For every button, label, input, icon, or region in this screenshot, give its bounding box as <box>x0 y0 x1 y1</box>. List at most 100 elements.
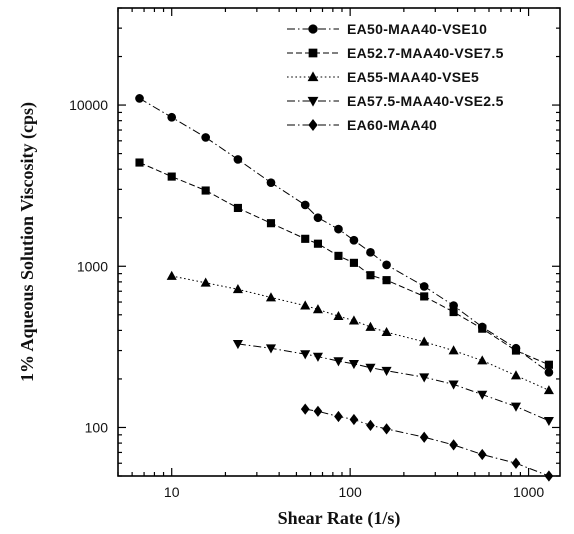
data-point <box>232 340 243 350</box>
x-axis-title: Shear Rate (1/s) <box>278 508 401 529</box>
series-3 <box>166 270 554 395</box>
data-point <box>544 360 553 369</box>
data-point <box>544 367 554 377</box>
data-point <box>334 410 343 423</box>
data-point <box>167 112 177 122</box>
x-tick-label: 10 <box>164 484 180 500</box>
data-point <box>510 370 522 380</box>
data-point <box>543 385 554 395</box>
legend-marker <box>307 71 319 82</box>
data-point <box>313 239 323 248</box>
data-point <box>366 419 375 432</box>
data-point <box>419 431 429 443</box>
data-point <box>448 345 459 355</box>
data-point <box>167 172 176 181</box>
data-point <box>349 258 358 267</box>
data-point <box>348 360 359 370</box>
data-point <box>266 178 276 188</box>
x-tick-label: 1000 <box>513 484 544 500</box>
data-point <box>233 155 243 164</box>
data-point <box>510 402 522 412</box>
legend-label: EA50-MAA40-VSE10 <box>347 21 487 37</box>
x-tick-label: 100 <box>338 484 362 500</box>
data-point <box>449 439 458 451</box>
series-1 <box>135 94 554 377</box>
data-point <box>265 292 277 302</box>
data-point <box>366 271 375 280</box>
data-point <box>366 248 375 257</box>
legend-label: EA55-MAA40-VSE5 <box>347 69 479 85</box>
data-point <box>201 133 211 142</box>
data-point <box>543 416 554 427</box>
data-point <box>349 235 359 245</box>
data-point <box>382 276 391 285</box>
data-point <box>300 200 310 210</box>
data-point <box>348 315 359 325</box>
legend-item: EA57.5-MAA40-VSE2.5 <box>287 93 504 109</box>
data-point <box>333 310 344 321</box>
legend-marker <box>308 24 318 34</box>
legend: EA50-MAA40-VSE10 EA52.7-MAA40-VSE7.5 EA55-… <box>287 21 504 133</box>
data-point <box>419 282 429 291</box>
data-point <box>135 94 144 103</box>
series-line <box>237 343 550 422</box>
series-line <box>139 162 550 366</box>
legend-marker <box>308 119 318 131</box>
data-point <box>449 301 458 310</box>
data-point <box>301 234 310 243</box>
y-axis-title: 1% Aqueous Solution Viscosity (cps) <box>17 102 38 382</box>
data-point <box>266 219 276 228</box>
data-point <box>365 321 376 331</box>
data-point <box>449 307 458 317</box>
series-line <box>171 275 550 391</box>
data-point <box>420 292 429 301</box>
data-point <box>201 186 210 195</box>
data-point <box>166 270 177 280</box>
data-point <box>381 326 392 337</box>
data-point <box>381 366 392 376</box>
legend-marker <box>308 48 318 58</box>
data-point <box>511 457 521 469</box>
data-point <box>544 470 554 482</box>
axis-ticks <box>117 7 560 477</box>
legend-item: EA55-MAA40-VSE5 <box>287 69 479 85</box>
data-point <box>233 203 242 213</box>
legend-label: EA60-MAA40 <box>347 117 437 133</box>
data-point <box>382 423 391 435</box>
y-tick-label: 10000 <box>69 97 108 113</box>
data-point <box>300 300 311 310</box>
data-point <box>312 352 323 362</box>
data-point <box>334 224 343 234</box>
data-point <box>333 357 344 367</box>
data-point <box>313 405 323 417</box>
data-point <box>478 324 487 333</box>
data-point <box>300 350 311 360</box>
series-2 <box>135 158 553 369</box>
y-tick-label: 100 <box>85 419 109 435</box>
data-point <box>312 304 323 314</box>
data-point <box>477 390 488 400</box>
y-tick-label: 1000 <box>77 258 108 274</box>
data-point <box>365 363 376 373</box>
series-5 <box>300 403 554 482</box>
series-line <box>139 97 550 373</box>
data-point <box>419 373 430 383</box>
data-point <box>135 158 144 167</box>
series-line <box>305 408 550 477</box>
legend-item: EA60-MAA40 <box>287 117 437 133</box>
data-point <box>448 380 459 390</box>
data-point <box>265 344 277 354</box>
data-point <box>300 403 310 415</box>
data-point <box>419 336 430 346</box>
legend-item: EA52.7-MAA40-VSE7.5 <box>287 45 503 61</box>
data-point <box>349 413 359 426</box>
data-point <box>232 284 243 294</box>
data-point <box>477 448 487 461</box>
data-point <box>200 277 211 287</box>
series-4 <box>232 340 554 427</box>
data-point <box>382 260 391 270</box>
data-point <box>477 355 488 365</box>
legend-label: EA57.5-MAA40-VSE2.5 <box>347 93 504 109</box>
series-layer <box>135 94 554 482</box>
